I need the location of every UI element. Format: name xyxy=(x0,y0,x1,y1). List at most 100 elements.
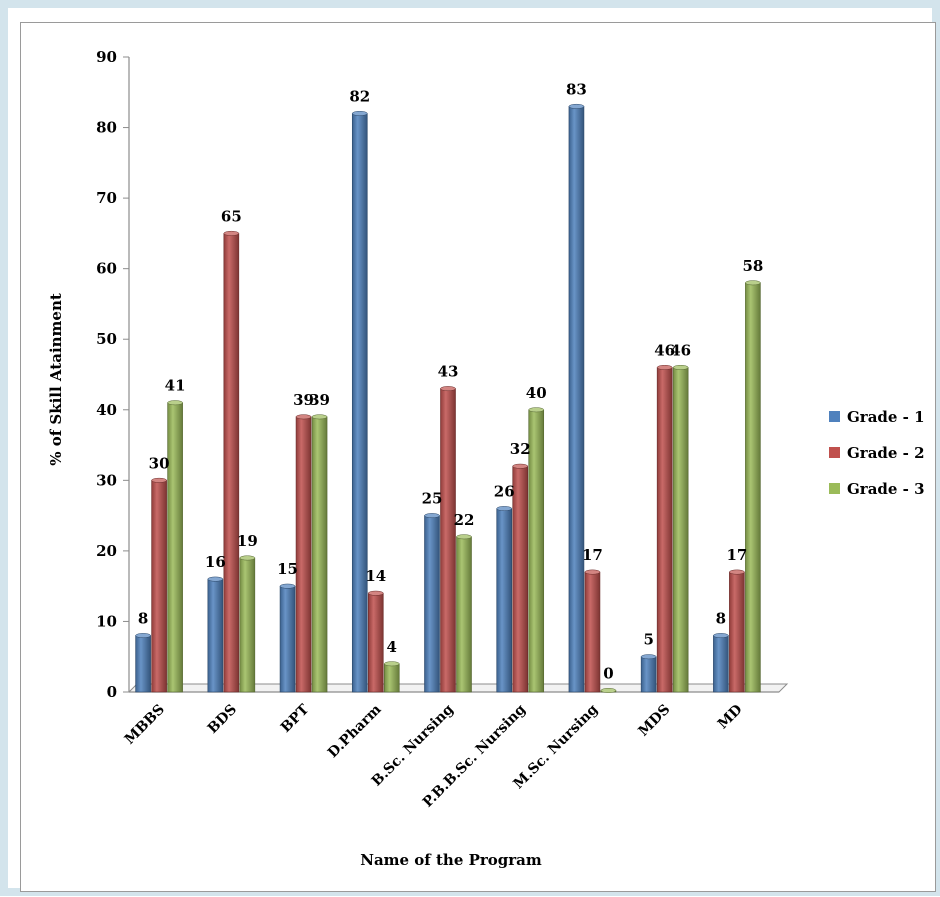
data-label: 8 xyxy=(716,610,726,628)
bar-top xyxy=(207,576,224,582)
bar xyxy=(584,571,601,693)
bar-top xyxy=(279,583,296,589)
bar xyxy=(223,233,240,693)
data-label: 15 xyxy=(277,560,298,578)
bar-top xyxy=(368,590,384,596)
category-label: BPT xyxy=(278,701,313,736)
data-label: 46 xyxy=(670,341,691,359)
bar xyxy=(745,282,761,693)
bar-top xyxy=(584,569,601,575)
legend-swatch xyxy=(829,411,840,422)
bar-top xyxy=(456,534,472,540)
bar xyxy=(713,635,729,693)
bar-top xyxy=(440,386,456,392)
bar-top xyxy=(640,654,657,660)
bar xyxy=(440,388,456,693)
data-label: 41 xyxy=(165,377,186,395)
legend-label: Grade - 3 xyxy=(847,480,925,498)
bar-top xyxy=(295,414,312,420)
bar xyxy=(311,416,328,693)
y-axis-title: % of Skill Atainment xyxy=(47,293,65,466)
legend-swatch xyxy=(829,447,840,458)
data-label: 16 xyxy=(205,553,226,571)
y-tick-label: 20 xyxy=(96,542,117,560)
bar xyxy=(367,592,384,693)
data-label: 17 xyxy=(726,546,747,564)
legend-swatch xyxy=(829,483,840,494)
bar xyxy=(672,367,689,693)
bar-top xyxy=(713,633,729,639)
bar-top xyxy=(311,414,328,420)
data-label: 30 xyxy=(149,454,170,472)
data-label: 17 xyxy=(582,546,603,564)
data-label: 46 xyxy=(654,341,675,359)
data-label: 14 xyxy=(365,567,386,585)
data-label: 65 xyxy=(221,207,242,225)
data-label: 0 xyxy=(603,665,613,683)
bar-top xyxy=(568,103,585,109)
y-tick-label: 10 xyxy=(96,612,117,630)
bar xyxy=(528,409,545,693)
data-label: 5 xyxy=(643,631,653,649)
bar-top xyxy=(151,477,167,483)
data-label: 26 xyxy=(494,483,515,501)
bar-top xyxy=(167,400,183,406)
bar xyxy=(295,416,312,693)
bar xyxy=(729,571,745,693)
category-label: MBBS xyxy=(122,702,168,748)
bar-top xyxy=(745,280,761,286)
category-label: MD xyxy=(715,702,746,733)
legend-label: Grade - 1 xyxy=(847,408,925,426)
data-label: 32 xyxy=(510,440,531,458)
y-tick-label: 50 xyxy=(96,330,117,348)
bar xyxy=(456,536,472,693)
data-label: 25 xyxy=(422,490,443,508)
data-label: 43 xyxy=(438,363,459,381)
legend-label: Grade - 2 xyxy=(847,444,925,462)
bar xyxy=(351,113,368,693)
bar xyxy=(640,656,657,693)
data-label: 39 xyxy=(309,391,330,409)
y-tick-label: 60 xyxy=(96,260,117,278)
bar-top xyxy=(135,633,151,639)
y-tick-label: 30 xyxy=(96,471,117,489)
bar-top xyxy=(512,463,528,469)
bar xyxy=(512,465,529,693)
bars xyxy=(135,103,761,693)
data-label: 39 xyxy=(293,391,314,409)
y-tick-label: 80 xyxy=(96,119,117,137)
bar xyxy=(279,585,296,693)
category-label: BDS xyxy=(205,702,240,737)
data-label: 82 xyxy=(349,87,370,105)
data-label: 4 xyxy=(387,638,397,656)
bar xyxy=(167,402,183,693)
bar xyxy=(424,515,440,693)
data-label: 40 xyxy=(526,384,547,402)
bar-top xyxy=(239,555,256,561)
data-label: 22 xyxy=(454,511,475,529)
y-tick-label: 90 xyxy=(96,48,117,66)
bar xyxy=(568,106,585,693)
category-label: D.Pharm xyxy=(325,701,385,761)
bar-top xyxy=(528,407,544,413)
bar-top xyxy=(223,230,240,236)
data-label: 83 xyxy=(566,80,587,98)
y-tick-label: 70 xyxy=(96,189,117,207)
data-label: 58 xyxy=(742,257,763,275)
bar xyxy=(239,557,256,693)
bar-top xyxy=(600,688,617,693)
bar-top xyxy=(352,110,368,116)
y-tick-label: 40 xyxy=(96,401,117,419)
bar-top xyxy=(496,506,512,512)
legend: Grade - 1 Grade - 2 Grade - 3 xyxy=(829,408,925,498)
data-label: 19 xyxy=(237,532,258,550)
bar xyxy=(383,663,400,693)
bar xyxy=(151,480,167,693)
bar xyxy=(207,578,224,693)
bar xyxy=(135,635,151,693)
category-label: MDS xyxy=(635,702,673,740)
x-axis-title: Name of the Program xyxy=(360,851,542,869)
bar xyxy=(656,367,673,693)
